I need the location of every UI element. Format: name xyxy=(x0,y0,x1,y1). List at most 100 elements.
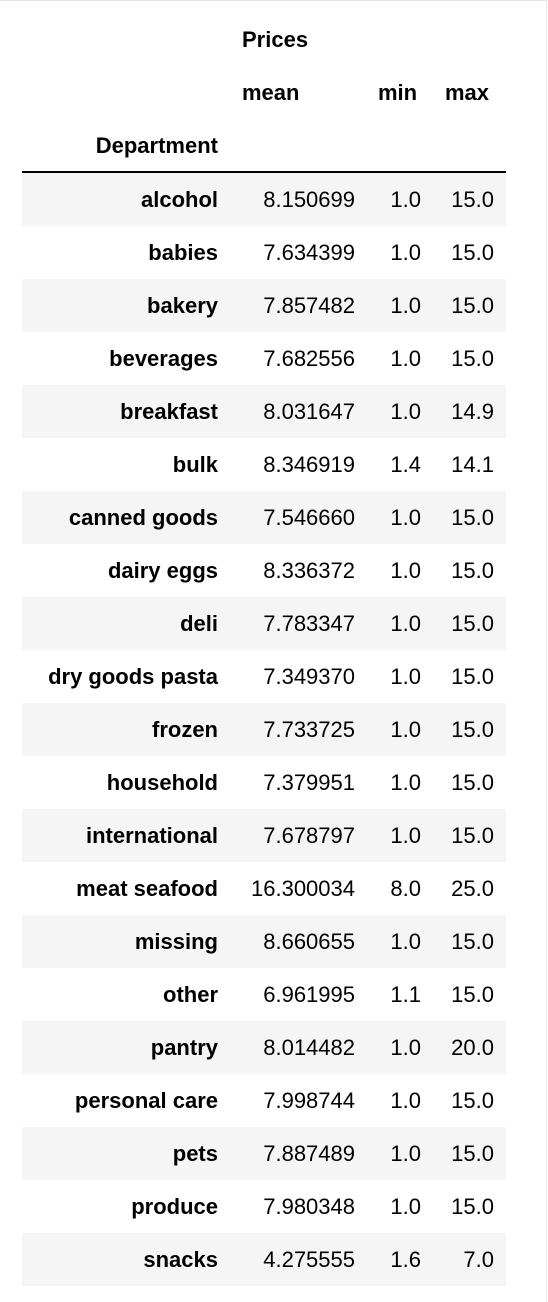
table-row: meat seafood 16.300034 8.0 25.0 xyxy=(22,862,506,915)
cell-mean: 4.275555 xyxy=(263,1247,355,1272)
column-header-min: min xyxy=(378,80,418,105)
cell-mean: 7.783347 xyxy=(263,611,355,636)
table-body: alcohol 8.150699 1.0 15.0 babies 7.634399 1.0 1… xyxy=(22,173,506,1286)
cell-max: 14.9 xyxy=(451,399,494,424)
row-department-label: dry goods pasta xyxy=(48,664,218,689)
cell-mean: 7.546660 xyxy=(263,505,355,530)
header-row-index: Department xyxy=(22,119,506,172)
cell-max: 14.1 xyxy=(451,452,494,477)
row-department-label: dairy eggs xyxy=(107,558,218,583)
column-header-mean: mean xyxy=(242,80,300,105)
row-department-label: produce xyxy=(131,1194,218,1219)
row-department-label: babies xyxy=(148,240,218,265)
cell-max: 15.0 xyxy=(451,1141,494,1166)
index-name-header: Department xyxy=(95,133,218,158)
table-row: other 6.961995 1.1 15.0 xyxy=(22,968,506,1021)
table-row: pets 7.887489 1.0 15.0 xyxy=(22,1127,506,1180)
cell-max: 15.0 xyxy=(451,558,494,583)
header-row-group: Prices xyxy=(22,13,506,66)
cell-mean: 8.150699 xyxy=(263,187,355,212)
row-department-label: canned goods xyxy=(68,505,218,530)
row-department-label: other xyxy=(163,982,218,1007)
cell-max: 15.0 xyxy=(451,717,494,742)
table-row: deli 7.783347 1.0 15.0 xyxy=(22,597,506,650)
cell-mean: 7.379951 xyxy=(263,770,355,795)
row-department-label: beverages xyxy=(109,346,218,371)
row-department-label: pets xyxy=(172,1141,218,1166)
cell-max: 15.0 xyxy=(451,187,494,212)
table-row: snacks 4.275555 1.6 7.0 xyxy=(22,1233,506,1286)
cell-min: 1.0 xyxy=(390,558,421,583)
table-row: frozen 7.733725 1.0 15.0 xyxy=(22,703,506,756)
table-row: alcohol 8.150699 1.0 15.0 xyxy=(22,173,506,226)
cell-min: 1.0 xyxy=(390,1035,421,1060)
row-department-label: pantry xyxy=(150,1035,218,1060)
table-row: household 7.379951 1.0 15.0 xyxy=(22,756,506,809)
header-row-columns: mean min max xyxy=(22,66,506,119)
cell-max: 15.0 xyxy=(451,505,494,530)
cell-max: 15.0 xyxy=(451,664,494,689)
cell-mean: 8.660655 xyxy=(263,929,355,954)
cell-min: 1.0 xyxy=(390,611,421,636)
cell-max: 25.0 xyxy=(451,876,494,901)
cell-mean: 7.857482 xyxy=(263,293,355,318)
cell-max: 15.0 xyxy=(451,346,494,371)
cell-min: 8.0 xyxy=(390,876,421,901)
cell-max: 7.0 xyxy=(463,1247,494,1272)
cell-mean: 7.733725 xyxy=(263,717,355,742)
cell-min: 1.0 xyxy=(390,293,421,318)
cell-min: 1.0 xyxy=(390,770,421,795)
table-row: personal care 7.998744 1.0 15.0 xyxy=(22,1074,506,1127)
cell-max: 15.0 xyxy=(451,293,494,318)
row-department-label: personal care xyxy=(74,1088,218,1113)
cell-mean: 7.887489 xyxy=(263,1141,355,1166)
cell-mean: 7.998744 xyxy=(263,1088,355,1113)
cell-mean: 7.349370 xyxy=(263,664,355,689)
cell-min: 1.0 xyxy=(390,346,421,371)
cell-min: 1.0 xyxy=(390,1194,421,1219)
header-divider xyxy=(22,171,506,173)
row-department-label: missing xyxy=(134,929,218,954)
table-row: missing 8.660655 1.0 15.0 xyxy=(22,915,506,968)
cell-mean: 7.980348 xyxy=(263,1194,355,1219)
cell-min: 1.0 xyxy=(390,240,421,265)
cell-min: 1.0 xyxy=(390,1088,421,1113)
column-header-max: max xyxy=(445,80,490,105)
table-row: canned goods 7.546660 1.0 15.0 xyxy=(22,491,506,544)
table-row: produce 7.980348 1.0 15.0 xyxy=(22,1180,506,1233)
row-department-label: frozen xyxy=(152,717,218,742)
cell-min: 1.0 xyxy=(390,664,421,689)
table-row: dairy eggs 8.336372 1.0 15.0 xyxy=(22,544,506,597)
row-department-label: bulk xyxy=(172,452,218,477)
column-group-header: Prices xyxy=(242,27,309,52)
row-department-label: breakfast xyxy=(120,399,218,424)
cell-mean: 8.014482 xyxy=(263,1035,355,1060)
table-row: babies 7.634399 1.0 15.0 xyxy=(22,226,506,279)
cell-mean: 7.678797 xyxy=(263,823,355,848)
table-row: beverages 7.682556 1.0 15.0 xyxy=(22,332,506,385)
cell-min: 1.0 xyxy=(390,505,421,530)
row-department-label: deli xyxy=(180,611,218,636)
cell-mean: 6.961995 xyxy=(263,982,355,1007)
cell-max: 15.0 xyxy=(451,1088,494,1113)
cell-mean: 8.336372 xyxy=(263,558,355,583)
row-department-label: meat seafood xyxy=(76,876,218,901)
cell-max: 20.0 xyxy=(451,1035,494,1060)
cell-min: 1.6 xyxy=(390,1247,421,1272)
cell-max: 15.0 xyxy=(451,823,494,848)
cell-min: 1.4 xyxy=(390,452,421,477)
cell-min: 1.0 xyxy=(390,399,421,424)
row-department-label: international xyxy=(85,823,218,848)
cell-min: 1.0 xyxy=(390,187,421,212)
cell-max: 15.0 xyxy=(451,982,494,1007)
table-row: international 7.678797 1.0 15.0 xyxy=(22,809,506,862)
cell-min: 1.1 xyxy=(390,982,421,1007)
row-department-label: snacks xyxy=(143,1247,218,1272)
table-row: pantry 8.014482 1.0 20.0 xyxy=(22,1021,506,1074)
cell-max: 15.0 xyxy=(451,770,494,795)
table-row: bulk 8.346919 1.4 14.1 xyxy=(22,438,506,491)
cell-max: 15.0 xyxy=(451,1194,494,1219)
cell-min: 1.0 xyxy=(390,929,421,954)
table-row: breakfast 8.031647 1.0 14.9 xyxy=(22,385,506,438)
table-row: bakery 7.857482 1.0 15.0 xyxy=(22,279,506,332)
